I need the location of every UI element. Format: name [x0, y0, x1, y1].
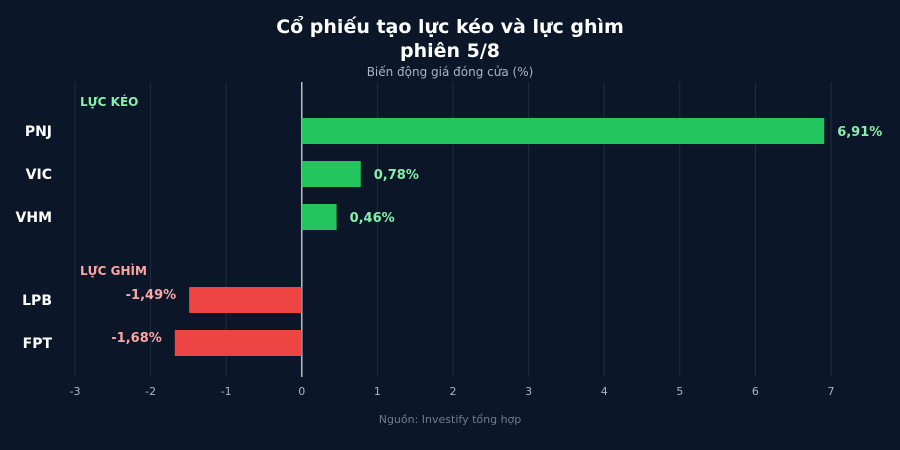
bar: [189, 287, 302, 313]
x-tick-label: 7: [828, 385, 835, 398]
bar: [301, 204, 337, 230]
category-label: VIC: [26, 167, 52, 183]
x-tick-label: 1: [374, 385, 381, 398]
category-label: PNJ: [25, 124, 52, 140]
x-tick-label: -3: [70, 385, 81, 398]
group-label: LỰC GHÌM: [80, 263, 147, 278]
x-tick-label: -2: [145, 385, 156, 398]
bar: [301, 118, 825, 144]
x-tick-label: -1: [221, 385, 232, 398]
x-tick-label: 4: [601, 385, 608, 398]
chart-title-line-2: phiên 5/8: [399, 40, 501, 62]
bar: [301, 161, 361, 187]
data-label: -1,49%: [126, 288, 177, 303]
data-label: -1,68%: [111, 331, 162, 346]
chart-subtitle: Biến động giá đóng cửa (%): [366, 65, 534, 79]
category-label: LPB: [22, 293, 52, 309]
category-label: FPT: [23, 336, 53, 352]
group-label: LỰC KÉO: [80, 94, 138, 109]
data-label: 6,91%: [837, 125, 882, 140]
data-label: 0,46%: [350, 211, 395, 226]
category-label: VHM: [16, 210, 52, 226]
x-tick-label: 3: [525, 385, 532, 398]
x-tick-label: 5: [676, 385, 683, 398]
chart-source: Nguồn: Investify tổng hợp: [378, 413, 522, 426]
x-tick-label: 2: [450, 385, 457, 398]
data-label: 0,78%: [374, 168, 419, 183]
bar: [174, 330, 302, 356]
chart-title-line-1: Cổ phiếu tạo lực kéo và lực ghìm: [276, 16, 624, 38]
x-tick-label: 6: [752, 385, 759, 398]
x-tick-label: 0: [298, 385, 305, 398]
